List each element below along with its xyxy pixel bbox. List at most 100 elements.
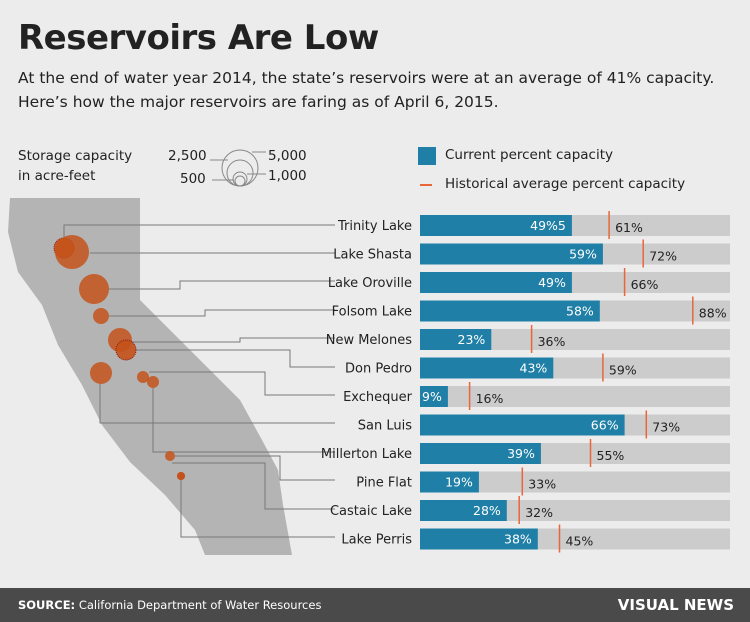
bar-current [420,300,600,322]
bar-track [420,386,730,407]
size-legend-1000: 1,000 [268,168,307,184]
bar-current [420,443,541,464]
leader-line [136,349,335,368]
bar-row: Pine Flat 19% 33% [356,467,730,496]
current-label: 49%5 [530,218,566,233]
leader-line [149,371,335,396]
bar-row: Exchequer 9% 16% [343,382,730,410]
reservoir-circle [165,451,175,461]
category-label: San Luis [358,419,412,434]
reservoir-circle [79,274,109,304]
bar-row: Castaic Lake 28% 32% [330,496,730,524]
source-note: SOURCE: California Department of Water R… [18,598,321,612]
size-legend-5000: 5,000 [268,148,307,164]
bar-current [420,500,507,521]
current-label: 59% [569,247,597,262]
category-label: New Melones [326,333,413,348]
page-title: Reservoirs Are Low [18,18,379,58]
leader-line [132,337,335,343]
size-legend-circles [210,149,266,187]
current-label: 28% [473,503,501,518]
reservoir-circle [177,472,185,480]
leader-line [109,309,335,317]
bar-current [420,528,538,550]
reservoir-circle [147,376,159,388]
bar-row: Lake Oroville 49% 66% [328,268,730,296]
reservoir-circle [115,339,137,361]
bar-current [420,414,625,436]
category-label: Lake Shasta [333,248,412,263]
size-legend-500: 500 [180,171,206,187]
bar-current [420,215,572,236]
bar-current [420,386,448,407]
historical-label: 16% [476,391,504,406]
bar-row: Millerton Lake 39% 55% [321,439,730,467]
historical-label: 66% [631,277,659,292]
historical-label: 72% [649,249,677,264]
category-label: Exchequer [343,390,413,405]
brand-logo: VISUAL NEWS [617,596,734,614]
bar-current [420,329,492,350]
california-map [8,198,292,555]
bar-track [420,471,730,493]
bar-row: Lake Perris 38% 45% [341,524,730,553]
legend-historical-label: Historical average percent capacity [445,176,686,192]
bar-current [420,243,603,265]
category-label: Pine Flat [356,476,412,491]
leader-line [175,455,335,481]
source-text: California Department of Water Resources [78,598,322,612]
historical-label: 36% [538,334,566,349]
current-label: 39% [507,446,535,461]
historical-label: 45% [566,534,594,549]
leader-line [180,480,335,538]
category-label: Castaic Lake [330,504,412,519]
size-legend-2500: 2,500 [168,148,207,164]
current-label: 19% [445,475,473,490]
category-label: Lake Oroville [328,276,412,291]
leader-line [109,280,335,290]
legend-current-label: Current percent capacity [445,147,613,163]
current-label: 49% [538,275,566,290]
chart-svg: Trinity Lake 49%5 61%Lake Shasta 59% 72%Lake… [8,149,730,555]
leader-line [172,462,335,510]
category-label: Lake Perris [341,533,412,548]
size-legend-label-1: Storage capacity [18,148,133,164]
historical-label: 61% [615,220,643,235]
size-legend-label-2: in acre-feet [18,168,96,184]
leader-line [99,384,335,424]
category-label: Don Pedro [345,362,412,377]
historical-label: 59% [609,363,637,378]
bar-row: Lake Shasta 59% 72% [333,239,730,268]
size-circle-5000 [221,149,259,187]
legend-historical-mark [420,184,432,186]
legend-current-swatch [418,147,436,165]
bar-row: Don Pedro 43% 59% [345,353,730,382]
historical-label: 33% [528,477,556,492]
leader-line [152,388,335,453]
size-circle-2500 [226,159,254,187]
reservoir-circle [93,308,109,324]
reservoir-circle [137,371,149,383]
category-label: Folsom Lake [332,305,412,320]
footer: SOURCE: California Department of Water R… [0,588,750,622]
subtitle: At the end of water year 2014, the state… [18,69,715,111]
bar-row: Folsom Lake 58% 88% [332,296,730,325]
bar-row: New Melones 23% 36% [326,325,730,353]
bar-current [420,471,479,493]
current-label: 9% [422,389,442,404]
historical-label: 73% [652,420,680,435]
current-label: 38% [504,532,532,547]
reservoir-circle [90,362,112,384]
category-label: Millerton Lake [321,447,412,462]
current-label: 43% [520,361,548,376]
bar-row: Trinity Lake 49%5 61% [337,211,730,239]
bar-track [420,329,730,350]
current-label: 58% [566,304,594,319]
bar-current [420,272,572,293]
bar-current [420,357,554,379]
historical-label: 55% [597,448,625,463]
current-label: 66% [591,418,619,433]
source-label: SOURCE: [18,598,76,612]
historical-label: 32% [525,505,553,520]
